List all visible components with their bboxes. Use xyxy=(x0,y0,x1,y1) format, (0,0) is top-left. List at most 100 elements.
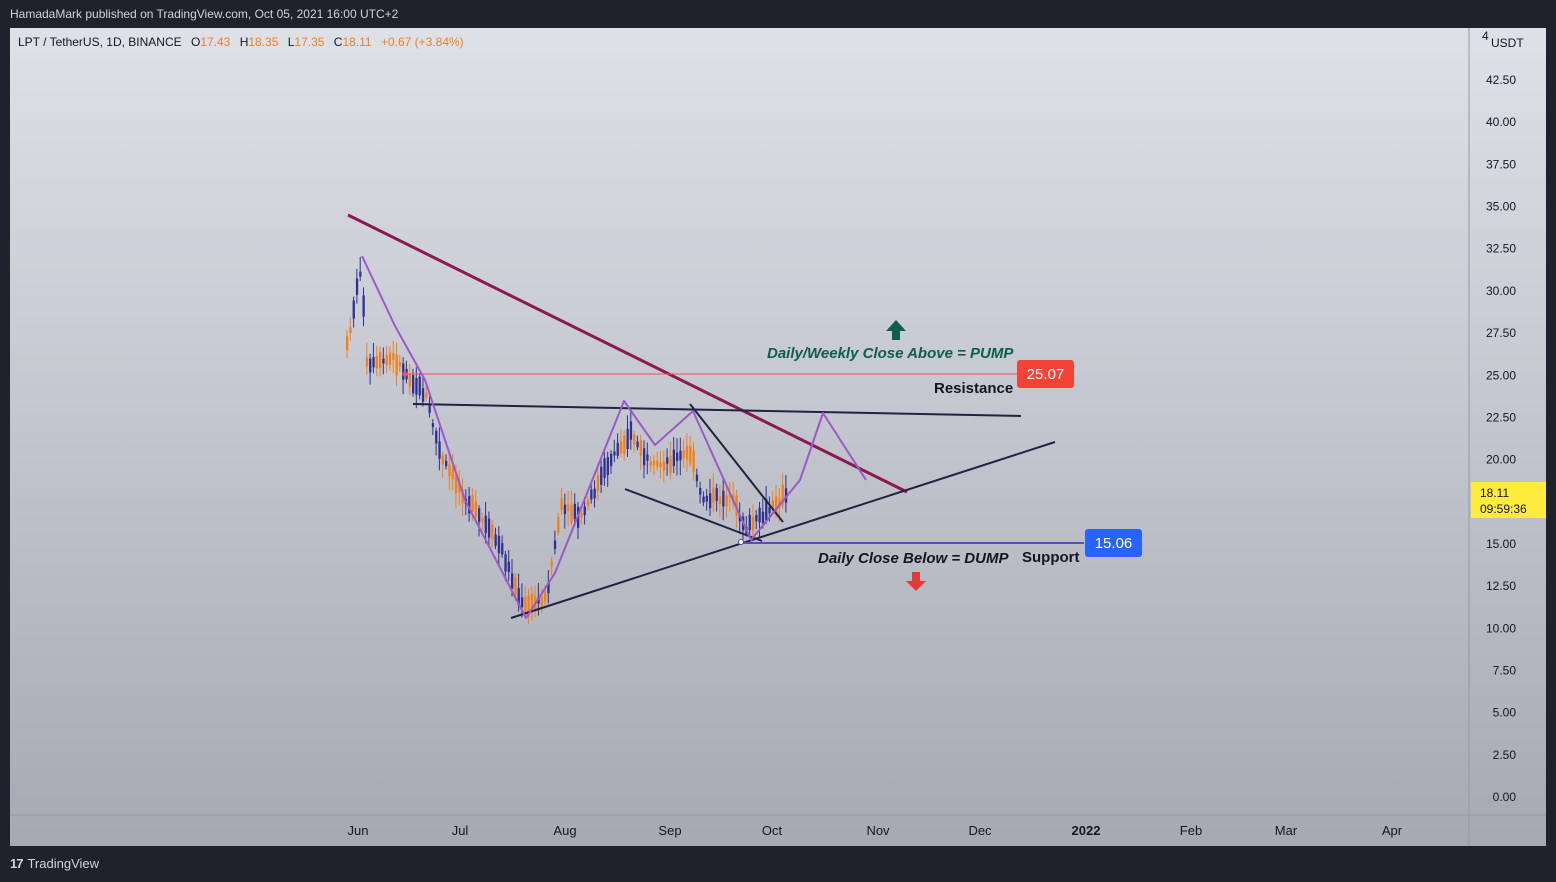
candle-body xyxy=(435,430,438,444)
candle-body xyxy=(497,535,501,554)
wedge-lower-line[interactable] xyxy=(624,488,763,542)
price-tick: 5.00 xyxy=(1493,706,1517,720)
candle-body xyxy=(643,448,646,466)
brand[interactable]: 17 TradingView xyxy=(10,856,99,871)
candle-body xyxy=(593,488,596,499)
price-tick: 22.50 xyxy=(1486,410,1516,424)
chart-svg[interactable]: LPT / TetherUS, 1D, BINANCE O17.43 H18.3… xyxy=(10,28,1546,846)
time-axis[interactable]: Jun Jul Aug Sep Oct Nov Dec 2022 Feb Mar Apr xyxy=(348,823,1403,838)
pump-text[interactable]: Daily/Weekly Close Above = PUMP xyxy=(767,345,1014,362)
candle-body xyxy=(758,507,761,523)
time-tick: Nov xyxy=(866,823,890,838)
time-tick: Jul xyxy=(452,823,469,838)
candle-body xyxy=(451,467,454,480)
candle-body xyxy=(362,295,365,317)
candle-body xyxy=(494,534,497,546)
time-tick: Feb xyxy=(1180,823,1202,838)
horizontal-channel-line[interactable] xyxy=(412,403,1022,417)
price-tick: 20.00 xyxy=(1486,453,1516,467)
candle-body xyxy=(540,596,543,609)
time-tick: 2022 xyxy=(1072,823,1101,838)
drawings-layer[interactable] xyxy=(347,213,1084,619)
candle-body xyxy=(501,543,504,555)
descending-trendline[interactable] xyxy=(347,213,908,494)
price-tick: 2.50 xyxy=(1493,748,1517,762)
support-price-badge[interactable]: 15.06 xyxy=(1085,529,1142,557)
candle-body xyxy=(517,588,520,606)
candle-body xyxy=(669,455,672,474)
candle-body xyxy=(659,462,662,468)
candle-body xyxy=(365,357,369,367)
support-anchor[interactable] xyxy=(738,539,744,545)
candle-body xyxy=(636,441,639,448)
candle-body xyxy=(718,496,722,505)
candle-body xyxy=(382,358,385,364)
candle-body xyxy=(458,481,461,493)
candle-body xyxy=(672,449,675,466)
current-price: 18.11 xyxy=(1480,486,1509,500)
candle-body xyxy=(695,474,699,482)
candle-body xyxy=(689,446,692,464)
candle-body xyxy=(507,561,510,572)
price-tick: 25.00 xyxy=(1486,368,1516,382)
candle-body xyxy=(765,498,768,521)
dump-arrow-icon[interactable] xyxy=(906,572,926,591)
candle-body xyxy=(567,504,570,512)
candle-body xyxy=(748,514,751,531)
candle-body xyxy=(738,515,741,522)
candle-body xyxy=(461,489,464,504)
candle-body xyxy=(699,487,702,495)
dump-text[interactable]: Daily Close Below = DUMP xyxy=(818,550,1009,567)
candle-body xyxy=(547,582,550,594)
candle-body xyxy=(639,440,642,456)
resistance-price: 25.07 xyxy=(1027,366,1065,383)
price-tick: 27.50 xyxy=(1486,326,1516,340)
footer-bar: 17 TradingView xyxy=(0,846,1556,882)
resistance-anchor[interactable] xyxy=(402,371,408,377)
candle-body xyxy=(705,495,708,502)
candle-body xyxy=(761,511,765,524)
candle-body xyxy=(431,423,435,428)
candle-body xyxy=(775,496,778,515)
ascending-support-line[interactable] xyxy=(510,441,1056,619)
price-tick: 35.00 xyxy=(1486,200,1516,214)
candle-body xyxy=(676,452,679,461)
candle-body xyxy=(514,577,517,596)
candle-body xyxy=(527,595,530,618)
pattern-path[interactable] xyxy=(361,255,867,619)
candle-body xyxy=(771,500,774,508)
time-tick: Mar xyxy=(1275,823,1298,838)
candle-body xyxy=(346,335,349,350)
pump-arrow-icon[interactable] xyxy=(886,320,906,340)
time-tick: Oct xyxy=(762,823,783,838)
candle-body xyxy=(702,496,705,503)
candle-body xyxy=(596,475,600,492)
price-tick: 10.00 xyxy=(1486,621,1516,635)
price-axis[interactable]: 4 USDT 42.50 40.00 37.50 35.00 32.50 30.00 27.… xyxy=(1482,29,1524,804)
candle-body xyxy=(751,516,755,531)
candle-body xyxy=(692,450,695,473)
resistance-price-badge[interactable]: 25.07 xyxy=(1017,360,1074,388)
support-text[interactable]: Support xyxy=(1022,549,1080,566)
candlestick-series xyxy=(346,256,788,625)
resistance-text[interactable]: Resistance xyxy=(934,380,1013,397)
candle-body xyxy=(580,513,583,518)
candle-body xyxy=(583,506,586,516)
candle-body xyxy=(629,421,633,440)
candle-body xyxy=(454,473,458,494)
symbol-legend: LPT / TetherUS, 1D, BINANCE O17.43 H18.3… xyxy=(18,35,464,49)
candle-body xyxy=(613,451,616,456)
candle-body xyxy=(656,460,659,467)
candle-body xyxy=(709,493,712,509)
time-tick: Sep xyxy=(658,823,681,838)
price-tick: 0.00 xyxy=(1493,790,1517,804)
candle-body xyxy=(471,495,474,513)
candle-body xyxy=(557,516,560,533)
wedge-upper-line[interactable] xyxy=(689,403,784,523)
candle-body xyxy=(369,358,372,373)
chart-area[interactable]: LPT / TetherUS, 1D, BINANCE O17.43 H18.3… xyxy=(10,28,1546,846)
candle-body xyxy=(616,442,619,456)
price-tick: 37.50 xyxy=(1486,157,1516,171)
candle-body xyxy=(553,540,557,549)
candle-body xyxy=(679,450,682,461)
